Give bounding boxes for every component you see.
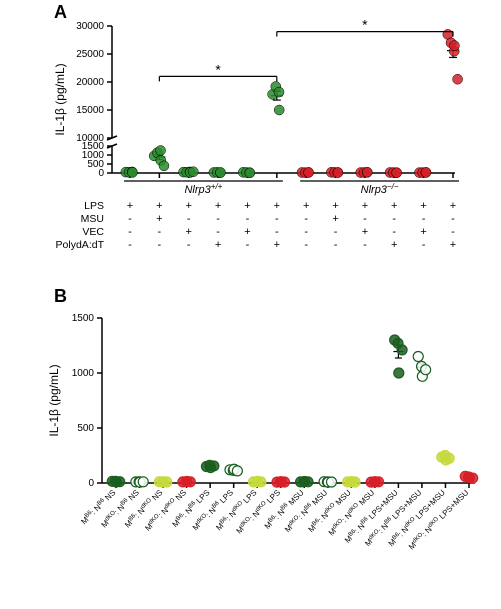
svg-text:25000: 25000 [76,49,104,60]
panel-b-label: B [54,286,67,307]
svg-text:-: - [392,213,396,225]
svg-text:-: - [246,239,250,251]
svg-text:-: - [275,226,279,238]
svg-text:MSU: MSU [81,213,104,225]
panel-b: 0 500 1000 1500 IL-1β (pg/mL) MB6: NB6 NS MdKO… [40,308,490,608]
svg-text:-: - [304,239,308,251]
svg-text:MB6: NB6 NS: MB6: NB6 NS [79,488,117,526]
svg-text:+: + [244,226,250,238]
svg-text:10000: 10000 [76,133,104,144]
svg-text:-: - [128,213,132,225]
svg-text:+: + [215,239,221,251]
panel-a-chart: 0500100015001000015000200002500030000IL-… [50,18,470,278]
svg-text:VEC: VEC [82,226,104,238]
svg-text:+: + [420,226,426,238]
svg-text:-: - [128,226,132,238]
panel-a: 0500100015001000015000200002500030000IL-… [50,18,470,278]
svg-text:+: + [186,200,192,212]
svg-text:-: - [275,213,279,225]
svg-text:+: + [362,200,368,212]
panel-b-chart: 0 500 1000 1500 IL-1β (pg/mL) MB6: NB6 NS MdKO… [40,308,490,608]
svg-text:LPS: LPS [84,200,104,212]
svg-text:+: + [274,200,280,212]
svg-text:+: + [127,200,133,212]
svg-text:*: * [215,61,221,77]
svg-text:20000: 20000 [76,77,104,88]
svg-text:+: + [303,200,309,212]
svg-text:+: + [156,200,162,212]
svg-text:+: + [450,239,456,251]
svg-text:IL-1β (pg/mL): IL-1β (pg/mL) [47,364,61,436]
svg-text:1500: 1500 [72,313,95,324]
svg-text:-: - [363,213,367,225]
svg-text:+: + [156,213,162,225]
svg-text:0: 0 [88,478,94,489]
svg-text:15000: 15000 [76,105,104,116]
svg-text:-: - [422,213,426,225]
svg-text:Nlrp3−/−: Nlrp3−/− [361,182,399,197]
svg-text:+: + [215,200,221,212]
svg-text:-: - [216,213,220,225]
svg-text:+: + [186,226,192,238]
svg-text:+: + [274,239,280,251]
svg-text:+: + [420,200,426,212]
svg-text:-: - [451,213,455,225]
svg-text:30000: 30000 [76,21,104,32]
svg-text:-: - [216,226,220,238]
svg-text:-: - [363,239,367,251]
svg-text:500: 500 [77,423,94,434]
svg-text:-: - [187,213,191,225]
svg-text:IL-1β (pg/mL): IL-1β (pg/mL) [53,63,67,135]
svg-text:-: - [392,226,396,238]
svg-text:-: - [334,239,338,251]
svg-text:*: * [362,18,368,33]
svg-text:+: + [391,200,397,212]
svg-text:-: - [187,239,191,251]
svg-text:+: + [450,200,456,212]
svg-text:Nlrp3+/+: Nlrp3+/+ [184,182,222,197]
svg-text:-: - [304,213,308,225]
svg-text:PolydA:dT: PolydA:dT [56,239,105,251]
svg-text:MdKO: NdKO NS: MdKO: NdKO NS [143,488,188,533]
svg-text:+: + [332,213,338,225]
svg-text:-: - [128,239,132,251]
svg-text:-: - [451,226,455,238]
svg-text:+: + [332,200,338,212]
svg-text:-: - [422,239,426,251]
svg-text:+: + [362,226,368,238]
svg-text:-: - [246,213,250,225]
svg-text:-: - [334,226,338,238]
svg-text:-: - [158,226,162,238]
svg-text:-: - [158,239,162,251]
svg-text:+: + [244,200,250,212]
svg-text:-: - [304,226,308,238]
svg-text:1000: 1000 [72,368,95,379]
svg-text:+: + [391,239,397,251]
